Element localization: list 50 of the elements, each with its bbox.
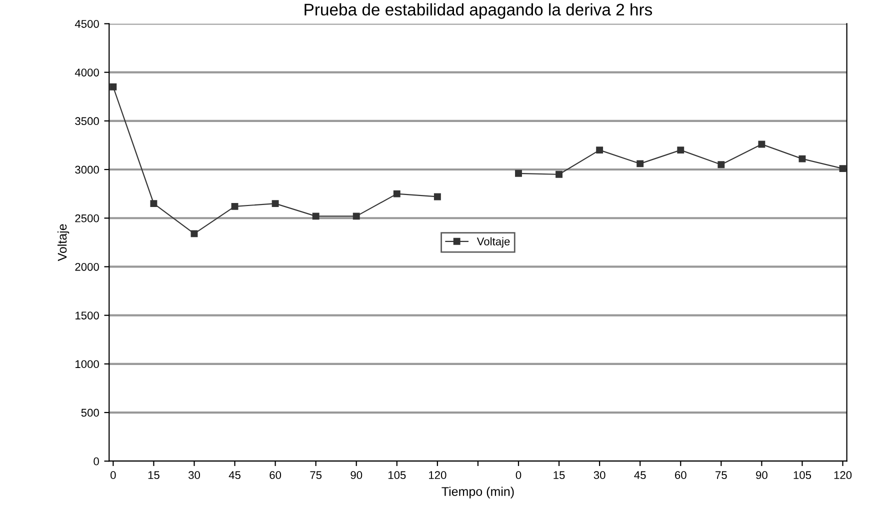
y-tick-label: 1500 bbox=[76, 312, 99, 320]
x-tick-label: 0 bbox=[110, 471, 116, 480]
point bbox=[393, 190, 400, 198]
point bbox=[515, 170, 522, 177]
point bbox=[677, 146, 684, 154]
y-tick-label: 3000 bbox=[75, 166, 99, 174]
x-tick-label: 75 bbox=[716, 471, 727, 480]
x-axis-title: Tiempo (min) bbox=[442, 486, 514, 498]
chart-title: Prueba de estabilidad apagando la deriva 2 hrs bbox=[304, 3, 652, 19]
y-tick-label: 4500 bbox=[74, 20, 99, 28]
y-tick-label: 1000 bbox=[76, 360, 99, 368]
point bbox=[352, 212, 360, 220]
x-tick-label: 15 bbox=[554, 471, 565, 480]
point bbox=[718, 161, 725, 168]
y-axis-title: Voltaje bbox=[57, 224, 70, 262]
y-tick-label: 3500 bbox=[75, 117, 99, 126]
point bbox=[798, 155, 806, 162]
point bbox=[272, 200, 279, 208]
y-tick-label: 2000 bbox=[75, 262, 99, 271]
x-tick-label: 75 bbox=[310, 471, 322, 480]
x-tick-label: 30 bbox=[188, 471, 200, 480]
x-tick-label: 105 bbox=[388, 471, 406, 480]
x-tick-label: 90 bbox=[756, 471, 768, 480]
point bbox=[190, 230, 198, 238]
point bbox=[556, 170, 563, 178]
x-tick-label: 0 bbox=[516, 471, 522, 480]
x-tick-label: 105 bbox=[794, 471, 812, 480]
point bbox=[231, 202, 238, 210]
x-tick-label: 30 bbox=[594, 471, 606, 480]
point bbox=[150, 200, 158, 208]
point bbox=[110, 83, 117, 90]
legend-label: Voltaje bbox=[476, 237, 510, 248]
point bbox=[312, 212, 320, 220]
x-tick-label: 15 bbox=[148, 471, 160, 480]
x-tick-label: 120 bbox=[834, 471, 852, 480]
point bbox=[596, 146, 604, 154]
x-tick-label: 90 bbox=[350, 471, 362, 480]
x-tick-label: 60 bbox=[675, 471, 686, 480]
point bbox=[636, 160, 644, 168]
x-tick-label: 60 bbox=[270, 471, 282, 480]
x-tick-label: 45 bbox=[228, 471, 240, 480]
point bbox=[758, 140, 766, 148]
y-tick-label: 500 bbox=[81, 408, 99, 417]
point bbox=[434, 193, 441, 200]
x-tick-label: 45 bbox=[634, 471, 646, 480]
x-tick-label: 120 bbox=[429, 471, 446, 480]
y-tick-label: 0 bbox=[94, 457, 99, 466]
point bbox=[839, 165, 846, 172]
y-tick-label: 4000 bbox=[74, 68, 99, 76]
y-tick-label: 2500 bbox=[75, 214, 99, 222]
